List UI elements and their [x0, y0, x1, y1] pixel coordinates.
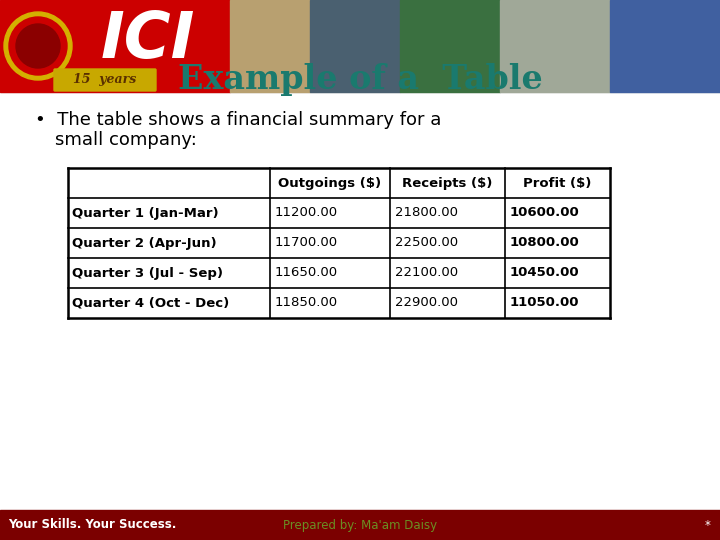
Bar [68, 168, 610, 318]
Text: 10600.00: 10600.00 [510, 206, 580, 219]
Bar [610, 0, 720, 92]
Circle shape [9, 17, 67, 75]
Text: Outgoings ($): Outgoings ($) [279, 177, 382, 190]
Text: •  The table shows a financial summary for a: • The table shows a financial summary fo… [35, 111, 441, 129]
Text: ICI: ICI [101, 9, 195, 71]
Text: Example of a  Table: Example of a Table [178, 64, 542, 97]
Text: 11650.00: 11650.00 [275, 267, 338, 280]
Text: 21800.00: 21800.00 [395, 206, 458, 219]
Bar [0, 510, 720, 540]
Text: Quarter 1 (Jan-Mar): Quarter 1 (Jan-Mar) [72, 206, 219, 219]
Bar [400, 0, 500, 92]
Bar [500, 0, 610, 92]
Text: Receipts ($): Receipts ($) [402, 177, 492, 190]
Text: 15  years: 15 years [73, 73, 137, 86]
Bar [310, 0, 400, 92]
Circle shape [4, 12, 72, 80]
Text: Quarter 3 (Jul - Sep): Quarter 3 (Jul - Sep) [72, 267, 223, 280]
Text: 22900.00: 22900.00 [395, 296, 458, 309]
Text: 10800.00: 10800.00 [510, 237, 580, 249]
Text: 10450.00: 10450.00 [510, 267, 580, 280]
Text: *: * [705, 518, 711, 531]
Bar [230, 0, 310, 92]
Text: 11700.00: 11700.00 [275, 237, 338, 249]
Text: Prepared by: Ma'am Daisy: Prepared by: Ma'am Daisy [283, 518, 437, 531]
FancyBboxPatch shape [54, 69, 156, 91]
Bar [0, 0, 720, 92]
Text: 22100.00: 22100.00 [395, 267, 458, 280]
Text: Your Skills. Your Success.: Your Skills. Your Success. [8, 518, 176, 531]
Text: Quarter 4 (Oct - Dec): Quarter 4 (Oct - Dec) [72, 296, 229, 309]
Circle shape [16, 24, 60, 68]
Text: Quarter 2 (Apr-Jun): Quarter 2 (Apr-Jun) [72, 237, 217, 249]
Text: 22500.00: 22500.00 [395, 237, 458, 249]
Text: Profit ($): Profit ($) [523, 177, 592, 190]
Bar [0, 0, 230, 92]
Text: 11200.00: 11200.00 [275, 206, 338, 219]
Text: 11850.00: 11850.00 [275, 296, 338, 309]
Text: 11050.00: 11050.00 [510, 296, 580, 309]
Text: small company:: small company: [55, 131, 197, 149]
